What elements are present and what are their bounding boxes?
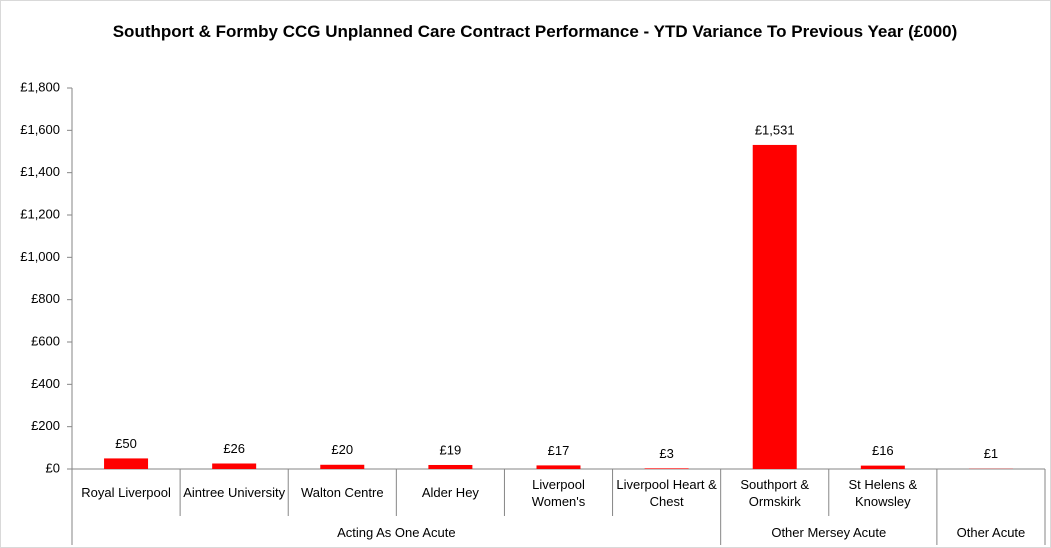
bar [536, 465, 581, 469]
title-box: Southport & Formby CCG Unplanned Care Co… [112, 22, 958, 41]
y-tick-label: £1,800 [20, 79, 60, 94]
bar [644, 468, 689, 469]
value-label: £1 [984, 446, 998, 461]
x-tick-label: Walton Centre [300, 485, 384, 500]
value-label: £19 [440, 442, 462, 457]
group-label: Acting As One Acute [337, 525, 456, 540]
x-tick-label: Royal Liverpool [81, 485, 171, 500]
y-tick-label: £1,600 [20, 122, 60, 137]
value-label: £17 [548, 443, 570, 458]
y-tick-label: £600 [31, 333, 60, 348]
x-tick-label: Liverpool Women's [531, 476, 586, 509]
x-tick-label: Liverpool Heart & Chest [616, 476, 717, 509]
group-label: Other Mersey Acute [771, 525, 886, 540]
y-tick-label: £0 [46, 460, 60, 475]
bar [860, 465, 905, 469]
x-tick-label-box: Liverpool Women's [531, 476, 586, 509]
value-label: £16 [872, 443, 894, 458]
chart-title: Southport & Formby CCG Unplanned Care Co… [112, 22, 958, 41]
y-tick-label: £800 [31, 291, 60, 306]
value-label: £26 [223, 441, 245, 456]
x-tick-label: Aintree University [183, 485, 286, 500]
x-tick-label-box: Royal Liverpool [81, 485, 171, 500]
value-label: £20 [331, 442, 353, 457]
x-tick-label-box: Alder Hey [421, 485, 479, 500]
bar [752, 144, 797, 469]
bar [428, 464, 473, 469]
group-label: Other Acute [957, 525, 1026, 540]
x-tick-label-box: Southport & Ormskirk [740, 476, 810, 509]
y-tick-label: £1,200 [20, 206, 60, 221]
x-tick-label-box: Liverpool Heart & Chest [616, 476, 717, 509]
bar [104, 458, 149, 469]
value-label: £1,531 [755, 122, 795, 137]
value-label: £3 [659, 446, 673, 461]
x-tick-label-box: St Helens & Knowsley [848, 476, 918, 509]
x-tick-label: Southport & Ormskirk [740, 476, 810, 509]
y-tick-label: £1,400 [20, 164, 60, 179]
y-tick-label: £1,000 [20, 249, 60, 264]
bar [212, 463, 257, 469]
x-tick-label-box: Walton Centre [300, 485, 384, 500]
bar [320, 464, 365, 469]
x-tick-label: St Helens & Knowsley [848, 476, 918, 509]
x-tick-label-box: Aintree University [183, 485, 286, 500]
y-tick-label: £200 [31, 418, 60, 433]
value-label: £50 [115, 436, 137, 451]
x-tick-label: Alder Hey [421, 485, 479, 500]
y-tick-label: £400 [31, 376, 60, 391]
